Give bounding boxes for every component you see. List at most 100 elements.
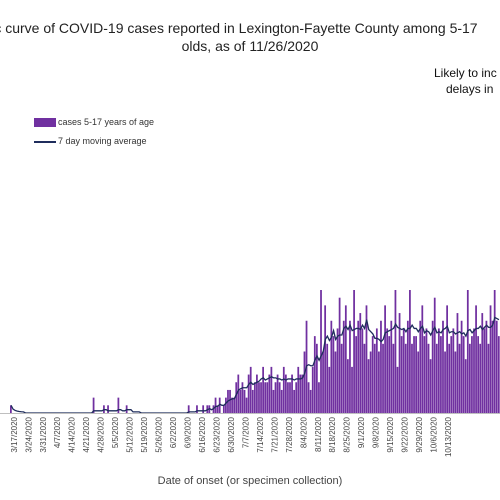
annotation-line2: delays in [446, 82, 494, 96]
bar [390, 320, 393, 413]
bar [394, 290, 397, 413]
bar [340, 343, 343, 413]
bar [284, 374, 287, 413]
bar [311, 366, 314, 414]
bar [202, 405, 205, 413]
bar [458, 343, 461, 413]
bar [404, 343, 407, 413]
bar [303, 351, 306, 413]
bar [417, 351, 420, 413]
bar [402, 328, 405, 413]
x-tick-label: 5/26/2020 [155, 416, 164, 452]
bar [262, 366, 264, 414]
bar [497, 336, 500, 414]
bar [481, 313, 484, 413]
bar [351, 366, 353, 414]
x-tick-label: 4/28/2020 [97, 416, 106, 452]
bar [406, 320, 409, 413]
bar [229, 389, 231, 413]
bar [491, 320, 494, 413]
bar [320, 290, 322, 413]
bar [280, 389, 283, 413]
bar [452, 328, 455, 413]
bar [92, 397, 95, 414]
bar [378, 351, 380, 413]
bar [435, 343, 438, 413]
x-axis-label: Date of onset (or specimen collection) [157, 475, 343, 487]
bar [444, 351, 446, 413]
bar [272, 389, 275, 413]
x-tick-label: 6/23/2020 [212, 416, 221, 452]
x-tick-label: 5/5/2020 [111, 416, 120, 448]
bar [388, 336, 391, 414]
x-tick-label: 9/29/2020 [415, 416, 424, 452]
bar [431, 320, 434, 413]
x-tick-label: 3/31/2020 [39, 416, 48, 452]
legend-bar-swatch [34, 118, 56, 127]
bar [442, 320, 444, 413]
bar [332, 336, 335, 414]
bar [437, 328, 440, 413]
bar [485, 320, 488, 413]
bar [384, 305, 386, 414]
bar [386, 328, 389, 413]
bar [375, 328, 378, 413]
bar [253, 382, 256, 413]
bar [334, 351, 337, 413]
x-tick-label: 5/19/2020 [140, 416, 149, 452]
bar [344, 305, 347, 414]
x-tick-label: 7/7/2020 [241, 416, 250, 448]
bar [218, 397, 221, 414]
bar [400, 336, 403, 414]
bar [460, 320, 463, 413]
bar [237, 374, 240, 413]
bar [216, 405, 219, 413]
annotation-line1: Likely to inc [434, 66, 497, 80]
x-tick-label: 6/2/2020 [169, 416, 178, 448]
legend-line-swatch [34, 141, 56, 143]
bar [225, 397, 227, 414]
bar [446, 305, 448, 414]
x-tick-label: 8/18/2020 [328, 416, 337, 452]
bar [413, 336, 415, 414]
bar [353, 290, 355, 413]
bar [289, 382, 291, 413]
bar [287, 382, 289, 413]
x-tick-label: 9/15/2020 [386, 416, 395, 452]
bar [367, 359, 370, 413]
bar [456, 313, 459, 413]
bar [477, 336, 480, 414]
bar [466, 290, 469, 413]
bar [264, 382, 267, 413]
bar [487, 343, 490, 413]
bar [357, 320, 360, 413]
bar [359, 313, 362, 413]
bar [415, 336, 417, 414]
bar [214, 397, 217, 414]
bar [464, 359, 467, 413]
bar [425, 328, 428, 413]
bar [349, 320, 351, 413]
bar [326, 343, 329, 413]
bar [365, 305, 368, 414]
x-tick-label: 4/14/2020 [68, 416, 77, 452]
moving-average-line [10, 316, 500, 414]
bar [396, 366, 399, 414]
bar [324, 305, 327, 414]
bar [274, 382, 277, 413]
x-tick-label: 4/7/2020 [53, 416, 62, 448]
bar [347, 359, 349, 413]
bar [291, 374, 293, 413]
legend-item-moving-average: 7 day moving average [58, 136, 147, 146]
bar [233, 397, 236, 414]
bar [196, 405, 198, 413]
bar [268, 374, 271, 413]
bar [328, 366, 331, 414]
bar [361, 328, 364, 413]
bar [251, 389, 254, 413]
bar [245, 397, 248, 414]
x-tick-label: 7/28/2020 [285, 416, 294, 452]
bar [239, 389, 242, 413]
bar [355, 336, 358, 414]
bar [309, 389, 312, 413]
